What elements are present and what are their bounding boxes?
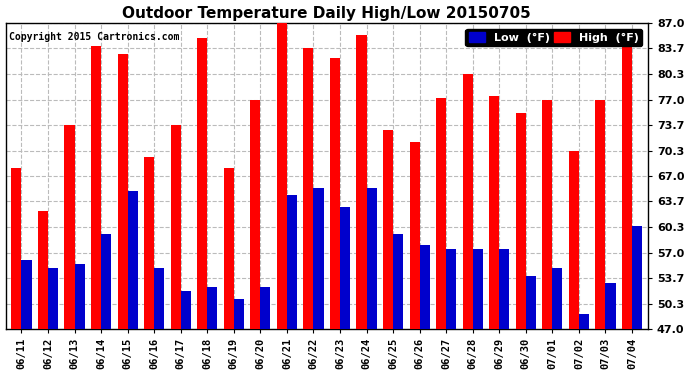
Bar (277, 23, 287, 329)
Bar (436, 98, 446, 329)
Title: Outdoor Temperature Daily High/Low 20150705: Outdoor Temperature Daily High/Low 20150… (122, 6, 531, 21)
Bar (605, 283, 615, 329)
Bar (553, 268, 562, 329)
Bar (446, 249, 456, 329)
Bar (234, 298, 244, 329)
Bar (287, 195, 297, 329)
Bar (420, 245, 430, 329)
Bar (579, 314, 589, 329)
Bar (542, 100, 553, 329)
Bar (410, 142, 420, 329)
Bar (357, 34, 366, 329)
Bar (313, 188, 324, 329)
Bar (632, 226, 642, 329)
Bar (383, 130, 393, 329)
Bar (340, 207, 350, 329)
Bar (515, 113, 526, 329)
Text: Copyright 2015 Cartronics.com: Copyright 2015 Cartronics.com (9, 32, 179, 42)
Legend: Low  (°F), High  (°F): Low (°F), High (°F) (465, 28, 642, 46)
Bar (366, 188, 377, 329)
Bar (154, 268, 164, 329)
Bar (330, 57, 340, 329)
Bar (48, 268, 58, 329)
Bar (91, 46, 101, 329)
Bar (569, 151, 579, 329)
Bar (473, 249, 483, 329)
Bar (260, 287, 270, 329)
Bar (101, 234, 111, 329)
Bar (197, 38, 207, 329)
Bar (393, 234, 403, 329)
Bar (207, 287, 217, 329)
Bar (489, 96, 500, 329)
Bar (38, 211, 48, 329)
Bar (181, 291, 191, 329)
Bar (224, 168, 234, 329)
Bar (304, 48, 313, 329)
Bar (526, 276, 536, 329)
Bar (144, 157, 154, 329)
Bar (622, 38, 632, 329)
Bar (500, 249, 509, 329)
Bar (595, 100, 605, 329)
Bar (21, 260, 32, 329)
Bar (170, 125, 181, 329)
Bar (75, 264, 85, 329)
Bar (64, 125, 75, 329)
Bar (462, 74, 473, 329)
Bar (128, 192, 138, 329)
Bar (250, 100, 260, 329)
Bar (117, 54, 128, 329)
Bar (12, 168, 21, 329)
